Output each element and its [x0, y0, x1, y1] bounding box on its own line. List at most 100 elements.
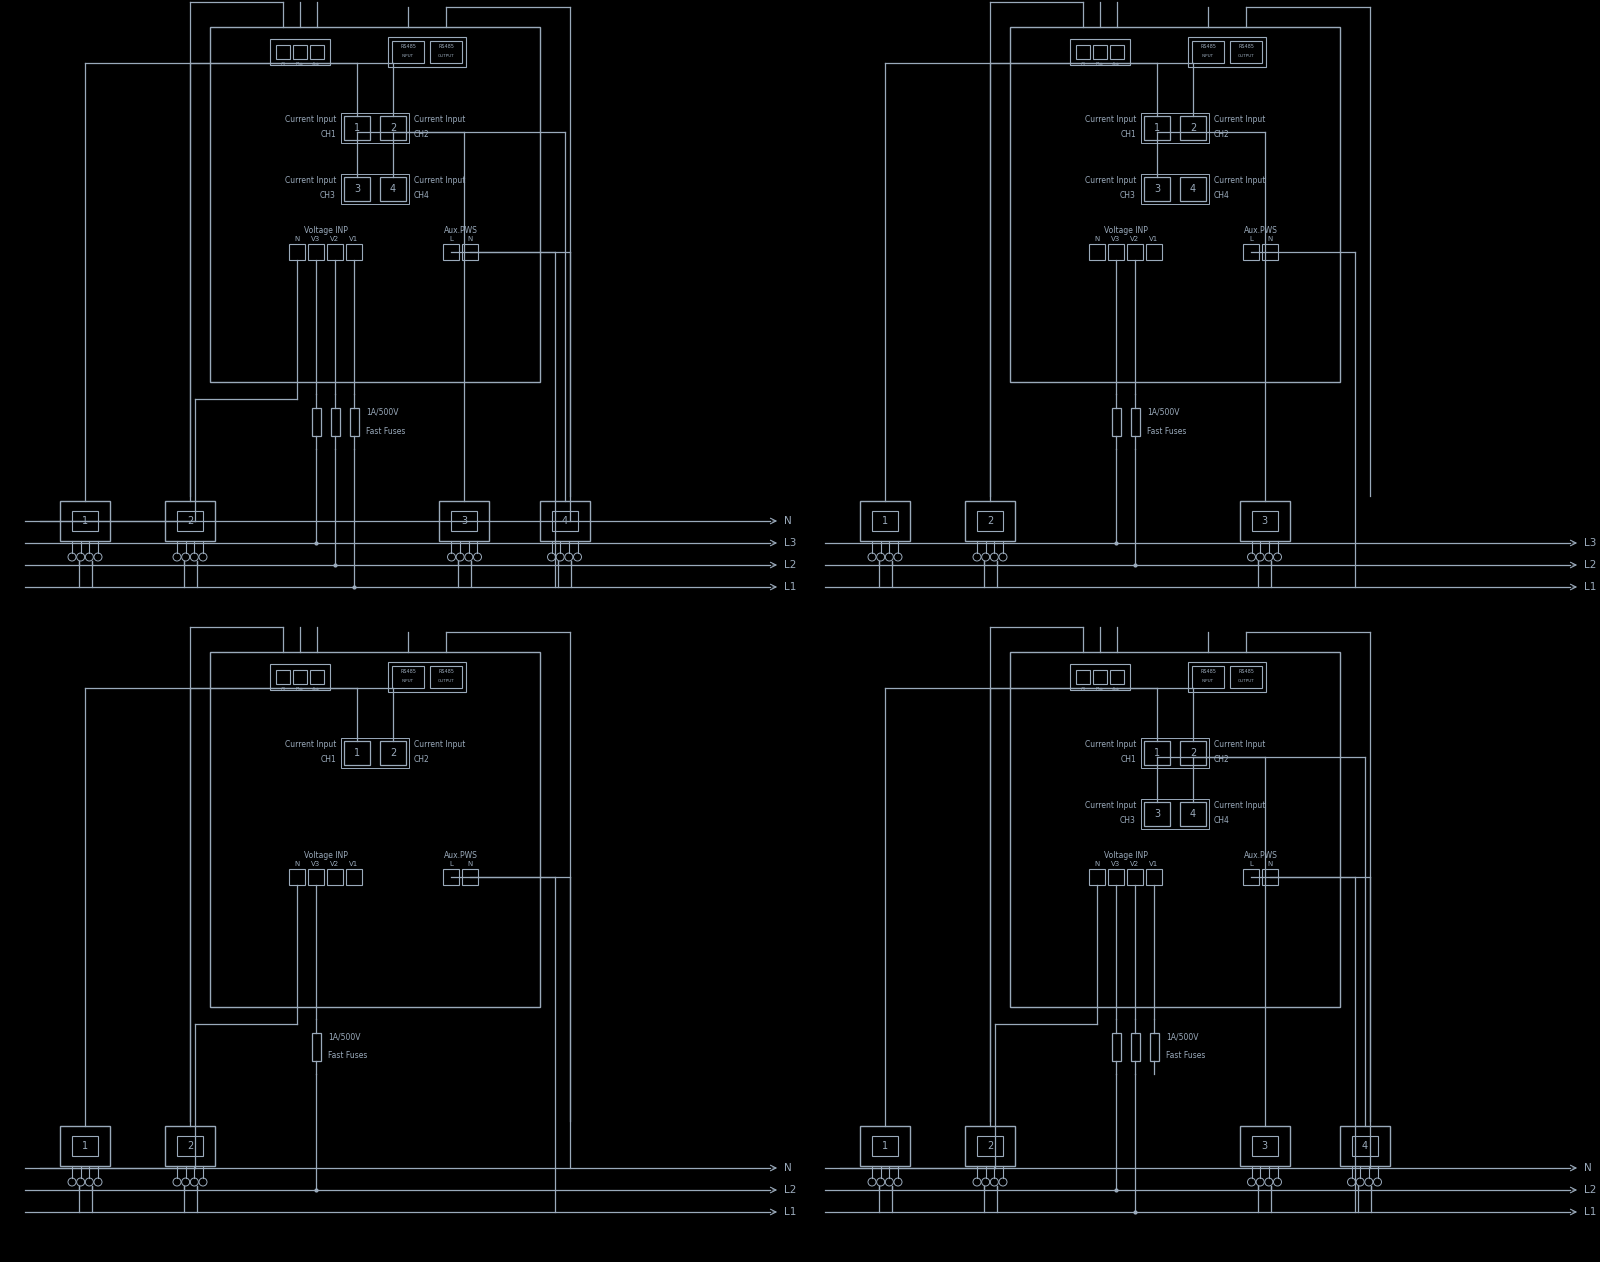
Text: OUTPUT: OUTPUT [1238, 54, 1254, 58]
Text: CH4: CH4 [1214, 191, 1230, 199]
Bar [872, 1136, 898, 1156]
Bar [1090, 870, 1106, 886]
Bar [312, 1032, 320, 1060]
Text: B+: B+ [296, 62, 304, 67]
Bar [331, 408, 339, 435]
Text: RS485: RS485 [400, 44, 416, 49]
Text: 1: 1 [882, 1141, 888, 1151]
Text: Current Input: Current Input [414, 115, 466, 124]
Text: N: N [294, 862, 299, 867]
Bar [61, 1126, 110, 1166]
Text: A+: A+ [1112, 687, 1122, 692]
Bar [462, 870, 478, 886]
Text: 1: 1 [354, 748, 360, 758]
Bar [1126, 245, 1142, 260]
Bar [210, 27, 541, 382]
Bar [165, 1126, 214, 1166]
Text: 1: 1 [882, 516, 888, 526]
Text: G: G [1080, 62, 1085, 67]
Bar [1251, 1136, 1277, 1156]
Bar [293, 670, 307, 684]
Bar [269, 39, 330, 66]
Text: RS485: RS485 [438, 44, 454, 49]
Text: V2: V2 [1131, 236, 1139, 242]
Bar [344, 116, 370, 140]
Bar [341, 738, 410, 769]
Text: 2: 2 [1190, 748, 1197, 758]
Text: L: L [450, 236, 453, 242]
Bar [861, 501, 910, 541]
Bar [1181, 741, 1206, 765]
Text: L: L [1250, 236, 1253, 242]
Bar [392, 666, 424, 688]
Bar [1069, 664, 1130, 690]
Bar [275, 670, 290, 684]
Text: 3: 3 [1261, 1141, 1267, 1151]
Text: INPUT: INPUT [402, 679, 414, 683]
Text: G: G [280, 687, 285, 692]
Text: 1: 1 [82, 1141, 88, 1151]
Bar [1144, 741, 1170, 765]
Text: 3: 3 [1154, 183, 1160, 193]
Bar [1141, 799, 1210, 829]
Bar [965, 501, 1014, 541]
Text: Current Input: Current Input [414, 175, 466, 184]
Text: 4: 4 [390, 183, 397, 193]
Bar [1192, 40, 1224, 63]
Text: Current Input: Current Input [414, 741, 466, 750]
Bar [1339, 1126, 1389, 1166]
Bar [1090, 245, 1106, 260]
Text: Current Input: Current Input [1085, 741, 1136, 750]
Text: 4: 4 [562, 516, 568, 526]
Text: CH1: CH1 [320, 755, 336, 765]
Bar [1243, 245, 1259, 260]
Text: Fast Fuses: Fast Fuses [328, 1051, 368, 1060]
Bar [310, 670, 323, 684]
Text: N: N [467, 862, 474, 867]
Text: OUTPUT: OUTPUT [438, 679, 454, 683]
Text: Current Input: Current Input [285, 115, 336, 124]
Text: L: L [1250, 862, 1253, 867]
Bar [1144, 177, 1170, 201]
Text: N: N [1267, 236, 1274, 242]
Bar [310, 45, 323, 59]
Text: A+: A+ [1112, 62, 1122, 67]
Text: CH1: CH1 [320, 130, 336, 139]
Text: 1A/500V: 1A/500V [366, 408, 398, 416]
Text: 2: 2 [187, 1141, 194, 1151]
Bar [341, 114, 410, 143]
Text: L2: L2 [1584, 1185, 1597, 1195]
Text: Current Input: Current Input [285, 741, 336, 750]
Bar [872, 511, 898, 531]
Text: L2: L2 [784, 1185, 797, 1195]
Bar [1230, 666, 1262, 688]
Bar [392, 40, 424, 63]
Bar [381, 177, 406, 201]
Text: 2: 2 [390, 748, 397, 758]
Bar [1181, 116, 1206, 140]
Bar [1126, 870, 1142, 886]
Text: V1: V1 [349, 862, 358, 867]
Bar [978, 511, 1003, 531]
Text: G: G [280, 62, 285, 67]
Text: 1: 1 [354, 124, 360, 134]
Bar [1141, 738, 1210, 769]
Bar [430, 666, 462, 688]
Bar [290, 245, 306, 260]
Bar [1112, 1032, 1120, 1060]
Text: L3: L3 [1584, 538, 1597, 548]
Text: B+: B+ [1096, 687, 1104, 692]
Bar [1262, 245, 1278, 260]
Text: 1A/500V: 1A/500V [328, 1032, 360, 1041]
Text: V3: V3 [312, 862, 320, 867]
Text: B+: B+ [296, 687, 304, 692]
Text: Current Input: Current Input [1214, 741, 1266, 750]
Text: 1A/500V: 1A/500V [1147, 408, 1179, 416]
Text: V1: V1 [349, 236, 358, 242]
Bar [965, 1126, 1014, 1166]
Text: Fast Fuses: Fast Fuses [366, 427, 405, 435]
Text: B+: B+ [1096, 62, 1104, 67]
Text: N: N [467, 236, 474, 242]
Text: INPUT: INPUT [1202, 679, 1214, 683]
Bar [1352, 1136, 1378, 1156]
